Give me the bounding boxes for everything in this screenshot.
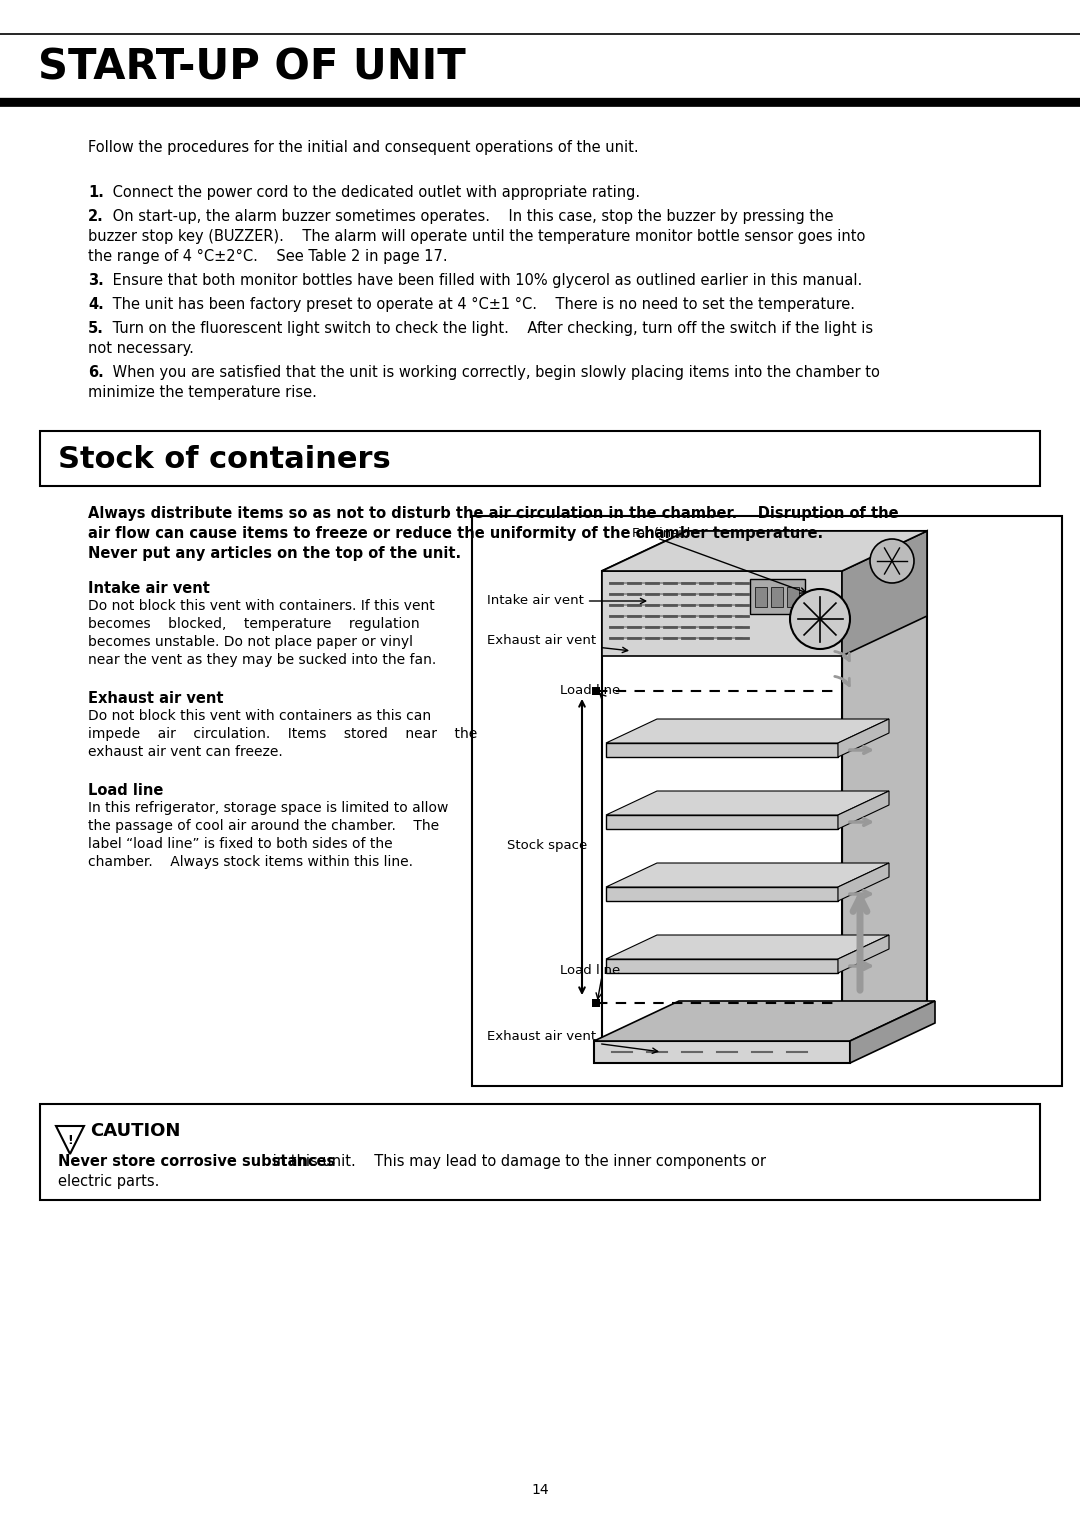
Bar <box>40 1105 1040 1199</box>
Text: Stock of containers: Stock of containers <box>58 445 391 474</box>
Text: When you are satisfied that the unit is working correctly, begin slowly placing : When you are satisfied that the unit is … <box>108 365 880 380</box>
Polygon shape <box>838 863 889 902</box>
Bar <box>40 431 1040 486</box>
Text: exhaust air vent can freeze.: exhaust air vent can freeze. <box>87 746 283 759</box>
Polygon shape <box>842 532 927 1041</box>
Polygon shape <box>606 935 889 960</box>
Text: 3.: 3. <box>87 274 104 287</box>
Text: Do not block this vent with containers. If this vent: Do not block this vent with containers. … <box>87 599 435 613</box>
Text: air flow can cause items to freeze or reduce the uniformity of the chamber tempe: air flow can cause items to freeze or re… <box>87 526 823 541</box>
Text: Ensure that both monitor bottles have been filled with 10% glycerol as outlined : Ensure that both monitor bottles have be… <box>108 274 862 287</box>
Bar <box>750 579 805 614</box>
Text: impede    air    circulation.    Items    stored    near    the: impede air circulation. Items stored nea… <box>87 727 477 741</box>
Text: the range of 4 °C±2°C.    See Table 2 in page 17.: the range of 4 °C±2°C. See Table 2 in pa… <box>87 249 447 264</box>
Polygon shape <box>850 1001 935 1063</box>
Text: 2.: 2. <box>87 209 104 225</box>
Polygon shape <box>594 1001 935 1041</box>
Text: chamber.    Always stock items within this line.: chamber. Always stock items within this … <box>87 856 413 869</box>
Polygon shape <box>606 863 889 886</box>
Polygon shape <box>602 532 927 571</box>
Bar <box>594 1041 850 1063</box>
Text: Stock space: Stock space <box>507 839 588 853</box>
Text: buzzer stop key (BUZZER).    The alarm will operate until the temperature monito: buzzer stop key (BUZZER). The alarm will… <box>87 229 865 244</box>
Bar <box>602 571 842 656</box>
Text: !: ! <box>67 1134 72 1146</box>
Text: 6.: 6. <box>87 365 104 380</box>
Text: electric parts.: electric parts. <box>58 1174 160 1189</box>
Text: Intake air vent: Intake air vent <box>487 594 646 608</box>
Text: in this unit.    This may lead to damage to the inner components or: in this unit. This may lead to damage to… <box>268 1154 766 1169</box>
Bar <box>755 587 767 607</box>
Polygon shape <box>56 1126 84 1154</box>
Polygon shape <box>838 792 889 830</box>
Text: Never put any articles on the top of the unit.: Never put any articles on the top of the… <box>87 545 461 561</box>
Bar <box>606 960 838 973</box>
Text: Do not block this vent with containers as this can: Do not block this vent with containers a… <box>87 709 431 723</box>
Text: Connect the power cord to the dedicated outlet with appropriate rating.: Connect the power cord to the dedicated … <box>108 185 640 200</box>
Text: becomes    blocked,    temperature    regulation: becomes blocked, temperature regulation <box>87 617 420 631</box>
Text: In this refrigerator, storage space is limited to allow: In this refrigerator, storage space is l… <box>87 801 448 814</box>
Bar <box>472 516 1062 1086</box>
Text: Exhaust air vent: Exhaust air vent <box>487 634 627 652</box>
Text: The unit has been factory preset to operate at 4 °C±1 °C.    There is no need to: The unit has been factory preset to oper… <box>108 296 855 312</box>
Bar <box>592 999 600 1007</box>
Bar <box>606 814 838 830</box>
Text: START-UP OF UNIT: START-UP OF UNIT <box>38 47 465 89</box>
Text: Exhaust air vent: Exhaust air vent <box>87 691 224 706</box>
Text: Exhaust air vent: Exhaust air vent <box>487 1030 658 1053</box>
Text: Follow the procedures for the initial and consequent operations of the unit.: Follow the procedures for the initial an… <box>87 141 638 154</box>
Bar <box>602 571 842 1041</box>
Circle shape <box>789 588 850 649</box>
Text: 5.: 5. <box>87 321 104 336</box>
Text: Load line: Load line <box>87 782 163 798</box>
Text: minimize the temperature rise.: minimize the temperature rise. <box>87 385 316 400</box>
Text: label “load line” is fixed to both sides of the: label “load line” is fixed to both sides… <box>87 837 393 851</box>
Circle shape <box>870 539 914 584</box>
Polygon shape <box>602 532 927 571</box>
Text: not necessary.: not necessary. <box>87 341 194 356</box>
Text: Load line: Load line <box>561 685 620 697</box>
Text: near the vent as they may be sucked into the fan.: near the vent as they may be sucked into… <box>87 652 436 668</box>
Bar <box>606 743 838 756</box>
Text: Always distribute items so as not to disturb the air circulation in the chamber.: Always distribute items so as not to dis… <box>87 506 899 521</box>
Polygon shape <box>838 720 889 756</box>
Polygon shape <box>606 792 889 814</box>
Text: Fan(inside: Fan(inside <box>632 527 700 541</box>
Text: 14: 14 <box>531 1484 549 1497</box>
Text: Turn on the fluorescent light switch to check the light.    After checking, turn: Turn on the fluorescent light switch to … <box>108 321 873 336</box>
Text: CAUTION: CAUTION <box>90 1122 180 1140</box>
Text: 1.: 1. <box>87 185 104 200</box>
Text: the passage of cool air around the chamber.    The: the passage of cool air around the chamb… <box>87 819 440 833</box>
Text: Load line: Load line <box>561 964 620 978</box>
Bar <box>787 587 799 607</box>
Text: On start-up, the alarm buzzer sometimes operates.    In this case, stop the buzz: On start-up, the alarm buzzer sometimes … <box>108 209 834 225</box>
Polygon shape <box>606 720 889 743</box>
Bar <box>592 688 600 695</box>
Polygon shape <box>838 935 889 973</box>
Text: 4.: 4. <box>87 296 104 312</box>
Bar <box>771 587 783 607</box>
Text: Never store corrosive substances: Never store corrosive substances <box>58 1154 335 1169</box>
Bar <box>606 886 838 902</box>
Text: becomes unstable. Do not place paper or vinyl: becomes unstable. Do not place paper or … <box>87 636 413 649</box>
Text: Intake air vent: Intake air vent <box>87 581 210 596</box>
Polygon shape <box>842 532 927 656</box>
